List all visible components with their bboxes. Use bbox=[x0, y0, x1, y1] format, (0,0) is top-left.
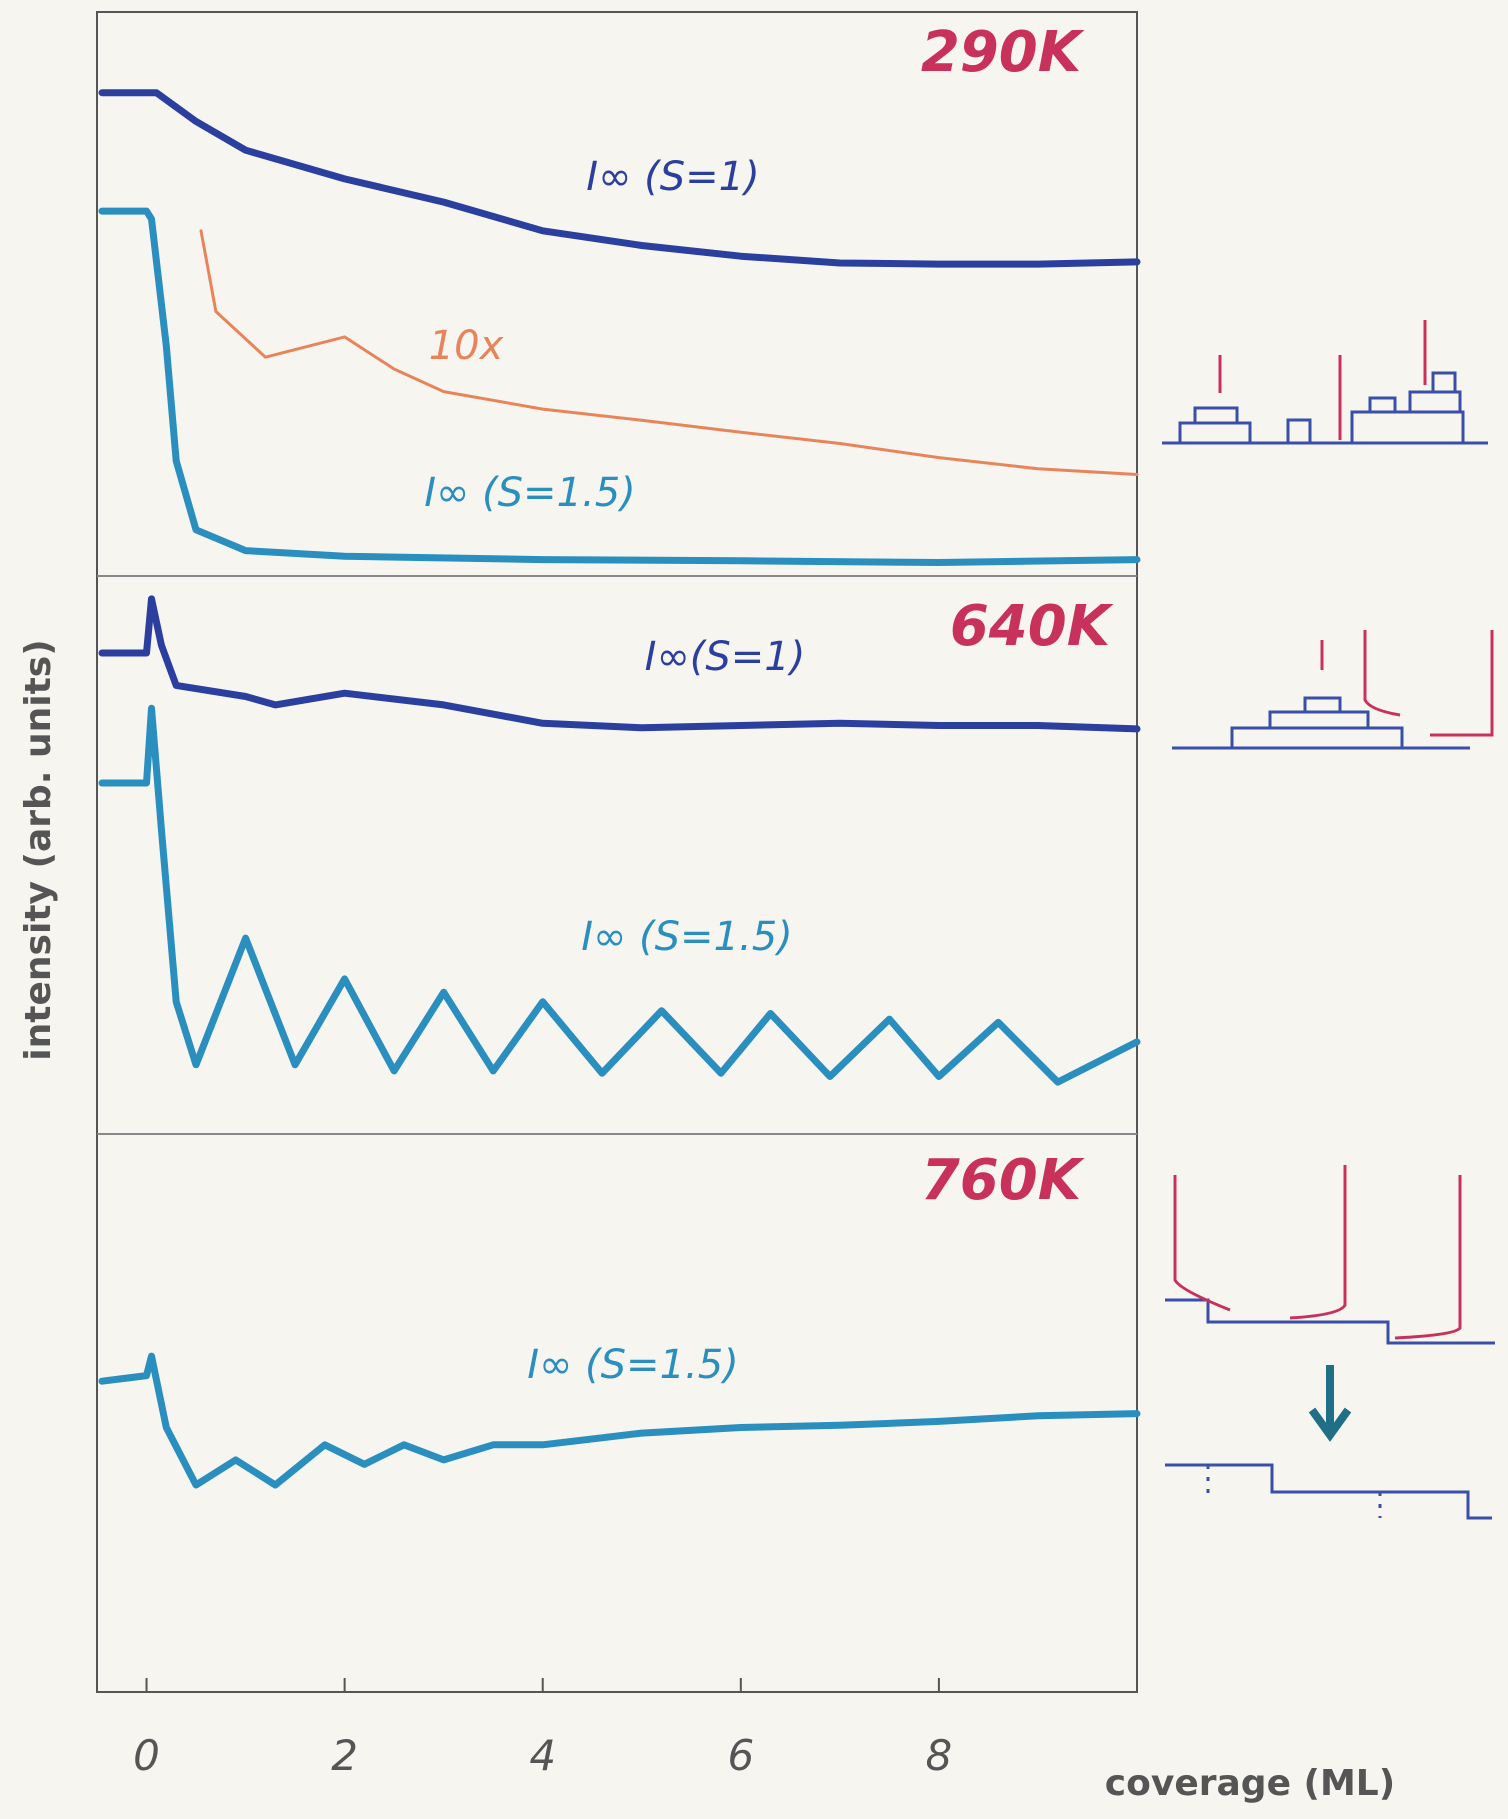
x-axis-label: coverage (ML) bbox=[1105, 1763, 1395, 1804]
series-line bbox=[98, 595, 1141, 733]
x-tick-label: 2 bbox=[331, 1731, 358, 1780]
y-axis-label: intensity (arb. units) bbox=[18, 639, 59, 1060]
series-line bbox=[98, 1352, 1141, 1489]
sketch-290k bbox=[1162, 320, 1488, 445]
x-tick-label: 0 bbox=[133, 1731, 160, 1780]
series-line bbox=[98, 89, 1141, 268]
x-tick-label: 4 bbox=[529, 1731, 556, 1780]
plot-frame bbox=[96, 11, 1138, 1693]
panel-title: 640K bbox=[950, 594, 1114, 659]
panel-title: 760K bbox=[921, 1148, 1085, 1213]
series-line bbox=[98, 207, 1141, 566]
x-tick-label: 6 bbox=[727, 1731, 754, 1780]
series-label: I∞ (S=1.5) bbox=[424, 470, 636, 516]
sketch-760k bbox=[1165, 1165, 1495, 1520]
series-label: I∞ (S=1.5) bbox=[527, 1342, 739, 1388]
sketch-640k bbox=[1172, 630, 1494, 750]
series-label: 10x bbox=[429, 323, 504, 369]
series-label: I∞ (S=1.5) bbox=[581, 914, 793, 960]
x-tick-label: 8 bbox=[926, 1731, 953, 1780]
series-line bbox=[98, 704, 1141, 1086]
series-label: I∞(S=1) bbox=[645, 634, 806, 680]
panel-title: 290K bbox=[921, 20, 1085, 85]
series-line bbox=[199, 229, 1139, 476]
series-label: I∞ (S=1) bbox=[586, 154, 759, 200]
